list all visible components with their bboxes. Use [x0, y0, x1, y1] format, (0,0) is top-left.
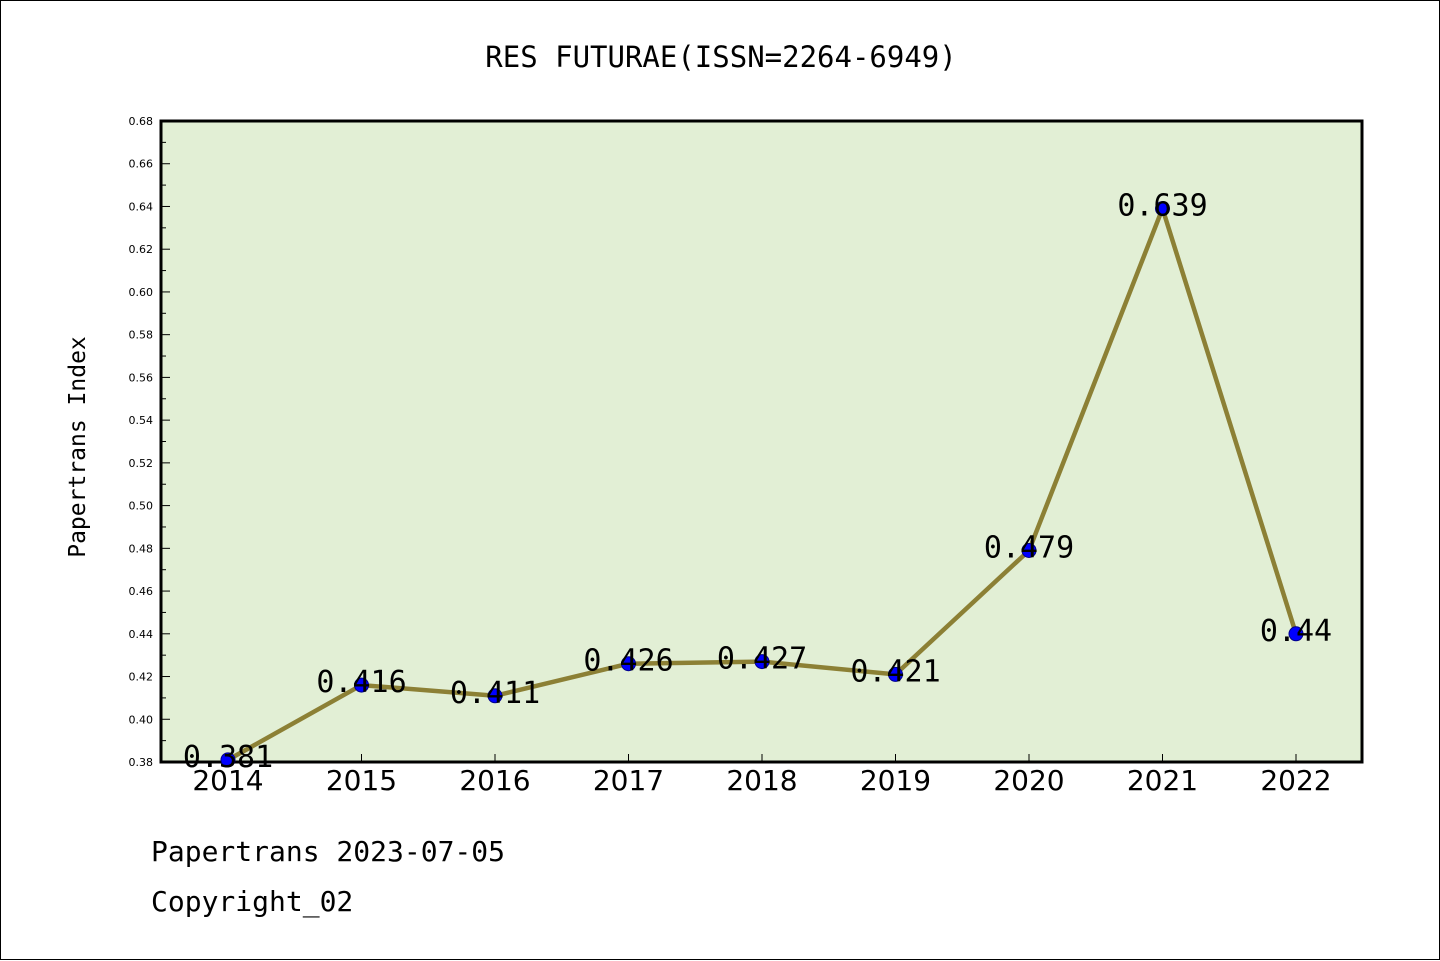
y-tick-label: 0.50 — [129, 500, 154, 513]
data-point — [220, 752, 236, 768]
data-label: 0.427 — [717, 642, 807, 677]
y-tick-label: 0.62 — [129, 243, 154, 256]
x-tick-label: 2021 — [1127, 764, 1198, 797]
data-labels: 0.381 0.416 0.411 0.426 0.427 0.421 0.479 0.639… — [183, 189, 1332, 775]
y-tick-label: 0.64 — [129, 200, 154, 213]
y-axis-label: Papertrans Index — [65, 336, 91, 558]
footer-date: Papertrans 2023-07-05 — [151, 835, 506, 868]
chart-title: RES FUTURAE(ISSN=2264-6949) — [485, 40, 956, 74]
y-tick-label: 0.48 — [129, 542, 154, 555]
y-tick-label: 0.38 — [129, 756, 154, 769]
y-axis-ticks: 0.38 0.40 0.42 0.44 0.46 0.48 0.50 0.52 0.54 0.56… — [129, 115, 170, 769]
x-tick-label: 2020 — [993, 764, 1064, 797]
x-tick-label: 2022 — [1260, 764, 1331, 797]
data-point — [754, 654, 770, 670]
y-tick-label: 0.52 — [129, 457, 154, 470]
y-tick-label: 0.56 — [129, 371, 154, 384]
data-label: 0.479 — [984, 530, 1074, 565]
y-tick-label: 0.42 — [129, 671, 154, 684]
y-tick-label: 0.54 — [129, 414, 154, 427]
x-axis-ticks: 2014 2015 2016 2017 2018 2019 2020 2021 2022 — [192, 754, 1332, 797]
data-point — [487, 688, 503, 704]
data-point — [888, 666, 903, 682]
data-label: 0.381 — [183, 740, 273, 775]
y-tick-label: 0.40 — [129, 713, 154, 726]
y-tick-label: 0.66 — [129, 158, 154, 171]
x-tick-label: 2017 — [593, 764, 664, 797]
data-label: 0.416 — [316, 665, 406, 700]
footer-copyright: Copyright_02 — [151, 885, 354, 918]
data-point — [354, 677, 369, 693]
x-tick-label: 2018 — [726, 764, 797, 797]
x-tick-label: 2019 — [860, 764, 931, 797]
x-tick-label: 2014 — [192, 764, 263, 797]
series-markers — [220, 201, 1304, 768]
data-point — [1021, 542, 1037, 558]
x-tick-label: 2016 — [459, 764, 530, 797]
y-tick-label: 0.58 — [129, 329, 154, 342]
x-tick-label: 2015 — [326, 764, 397, 797]
data-label: 0.411 — [450, 676, 540, 711]
y-tick-label: 0.68 — [129, 115, 154, 128]
data-point — [1155, 201, 1170, 217]
y-tick-label: 0.44 — [129, 628, 154, 641]
data-label: 0.426 — [583, 644, 673, 679]
data-point — [621, 656, 636, 672]
y-tick-label: 0.46 — [129, 585, 154, 598]
data-label: 0.639 — [1117, 189, 1207, 224]
y-tick-label: 0.60 — [129, 286, 154, 299]
data-label: 0.44 — [1260, 614, 1332, 649]
data-point — [1288, 626, 1304, 642]
data-label: 0.421 — [850, 654, 940, 689]
